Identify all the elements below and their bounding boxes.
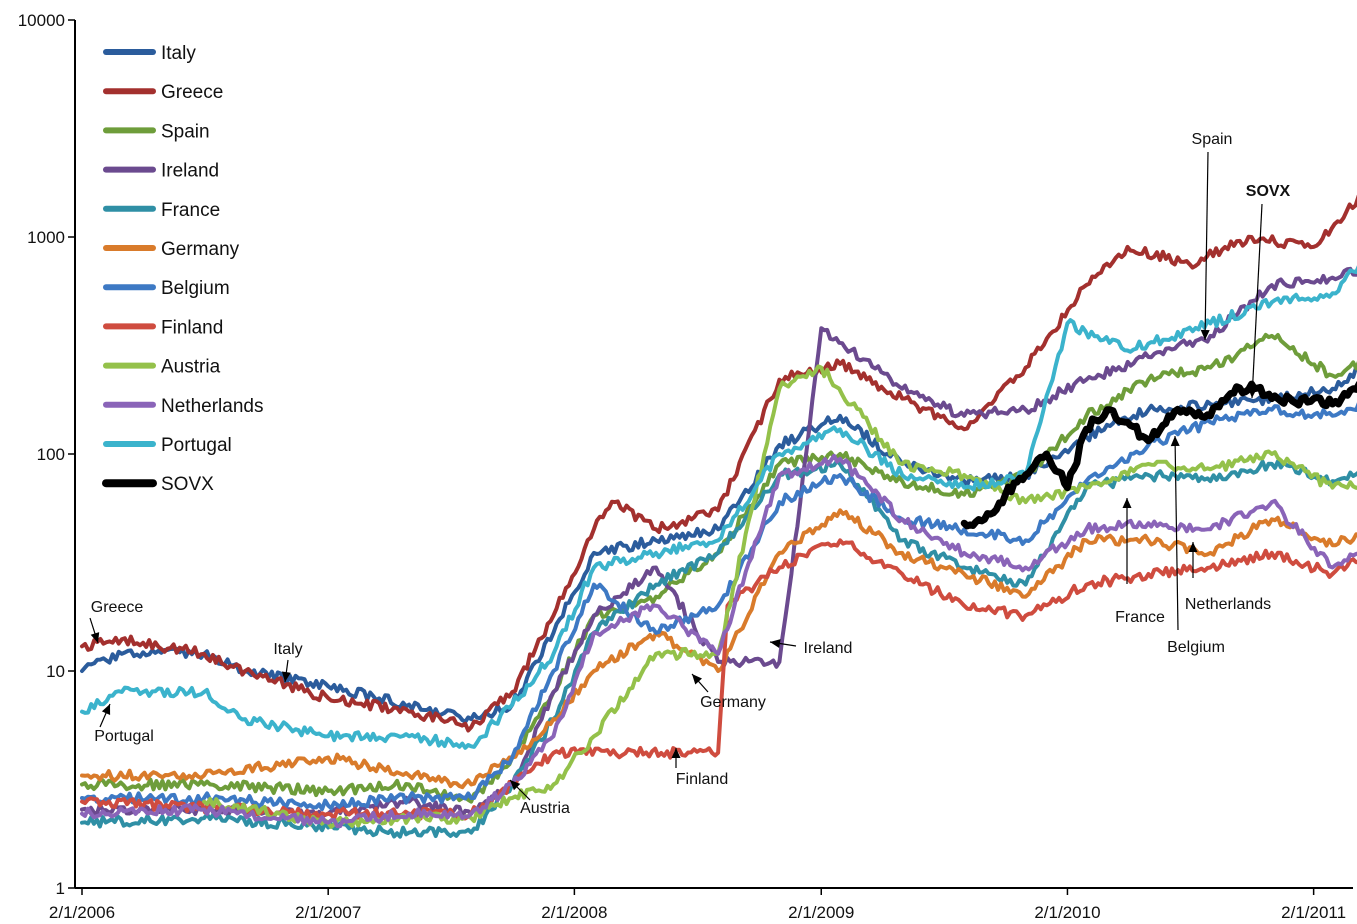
annotation-arrowhead — [671, 748, 681, 758]
annotation-arrowhead — [770, 639, 781, 648]
annotation-label: Austria — [520, 800, 570, 817]
x-tick-label: 2/1/2006 — [49, 903, 115, 922]
series-line-netherlands — [80, 453, 1357, 829]
annotation-label: Italy — [273, 641, 302, 658]
annotation-label: Spain — [1192, 131, 1233, 148]
annotation-arrowhead — [510, 780, 521, 791]
legend-label: Germany — [161, 239, 240, 260]
annotation-arrowhead — [90, 632, 100, 643]
y-tick-label: 100 — [37, 445, 65, 464]
series-line-sovx — [960, 380, 1357, 530]
annotation-label: Ireland — [804, 640, 853, 657]
legend-item-portugal: Portugal — [103, 435, 232, 456]
annotation-arrowhead — [692, 674, 702, 685]
annotation-arrow-line — [1174, 435, 1179, 631]
legend-item-spain: Spain — [103, 121, 210, 142]
x-tick-label: 2/1/2009 — [788, 903, 854, 922]
y-tick-label: 10000 — [18, 11, 65, 30]
series-line-portugal — [80, 265, 1357, 750]
legend-item-ireland: Ireland — [103, 161, 219, 182]
x-tick-label: 2/1/2008 — [541, 903, 607, 922]
legend-item-finland: Finland — [103, 317, 223, 338]
legend-label: Belgium — [161, 278, 230, 299]
annotation-label: Netherlands — [1185, 596, 1271, 613]
series-line-greece — [80, 194, 1357, 733]
annotation-label: Portugal — [94, 728, 154, 745]
annotation-france: France — [1115, 498, 1165, 626]
y-tick-label: 1 — [56, 879, 65, 898]
legend-label: Netherlands — [161, 396, 263, 417]
annotation-austria: Austria — [509, 779, 570, 817]
legend-item-netherlands: Netherlands — [103, 396, 263, 417]
annotation-spain: Spain — [1192, 131, 1233, 341]
legend-item-germany: Germany — [103, 239, 240, 260]
annotation-label: Finland — [676, 771, 728, 788]
axes: 1 10 100 1000 10000 2/1/2006 2/1/2007 2/1/2008 2… — [18, 11, 1353, 922]
x-tick-label: 2/1/2007 — [295, 903, 361, 922]
annotation-italy: Italy — [273, 641, 303, 683]
annotation-arrowhead — [1188, 542, 1198, 552]
legend-label: Portugal — [161, 435, 232, 456]
annotation-arrow-line — [1204, 151, 1209, 341]
annotation-arrowhead — [1170, 436, 1180, 447]
annotation-arrowhead — [1122, 498, 1132, 508]
annotation-label: SOVX — [1246, 183, 1291, 200]
annotation-netherlands: Netherlands — [1185, 542, 1271, 613]
legend-item-belgium: Belgium — [103, 278, 230, 299]
annotation-label: France — [1115, 609, 1165, 626]
legend-item-sovx: SOVX — [102, 474, 214, 495]
annotation-arrow-line — [1251, 203, 1263, 399]
y-tick-label: 10 — [46, 662, 65, 681]
annotation-sovx: SOVX — [1246, 183, 1291, 399]
legend-label: France — [161, 200, 220, 221]
x-tick-label: 2/1/2010 — [1034, 903, 1100, 922]
annotation-label: Belgium — [1167, 639, 1225, 656]
legend-label: Austria — [161, 357, 221, 378]
legend-item-france: France — [103, 200, 220, 221]
legend-label: Greece — [161, 82, 223, 103]
annotation-arrowhead — [281, 671, 291, 682]
annotation-finland: Finland — [671, 748, 728, 788]
annotation-portugal: Portugal — [94, 703, 154, 745]
legend-label: Finland — [161, 317, 223, 338]
legend-item-greece: Greece — [103, 82, 223, 103]
annotation-germany: Germany — [691, 673, 766, 711]
annotations: Greece Italy Portugal Austria Finland Germany… — [89, 131, 1291, 817]
annotation-greece: Greece — [89, 599, 144, 644]
legend: Italy Greece Spain Ireland France Germany Belg… — [102, 43, 263, 495]
series-line-germany — [80, 508, 1357, 790]
x-tick-label: 2/1/2011 — [1281, 903, 1346, 922]
legend-label: Ireland — [161, 161, 219, 182]
annotation-belgium: Belgium — [1167, 435, 1225, 656]
series-line-italy — [80, 363, 1357, 724]
annotation-ireland: Ireland — [769, 639, 853, 657]
legend-item-italy: Italy — [103, 43, 196, 64]
legend-label: Italy — [161, 43, 196, 64]
legend-label: Spain — [161, 121, 210, 142]
legend-item-austria: Austria — [103, 357, 221, 378]
series-layer — [80, 194, 1357, 839]
legend-label: SOVX — [161, 474, 214, 495]
series-line-france — [80, 458, 1357, 839]
annotation-arrowhead — [101, 704, 111, 715]
annotation-label: Greece — [91, 599, 144, 616]
annotation-arrowhead — [1248, 387, 1257, 398]
y-tick-label: 1000 — [27, 228, 65, 247]
annotation-label: Germany — [700, 694, 766, 711]
annotation-arrowhead — [1200, 329, 1210, 340]
